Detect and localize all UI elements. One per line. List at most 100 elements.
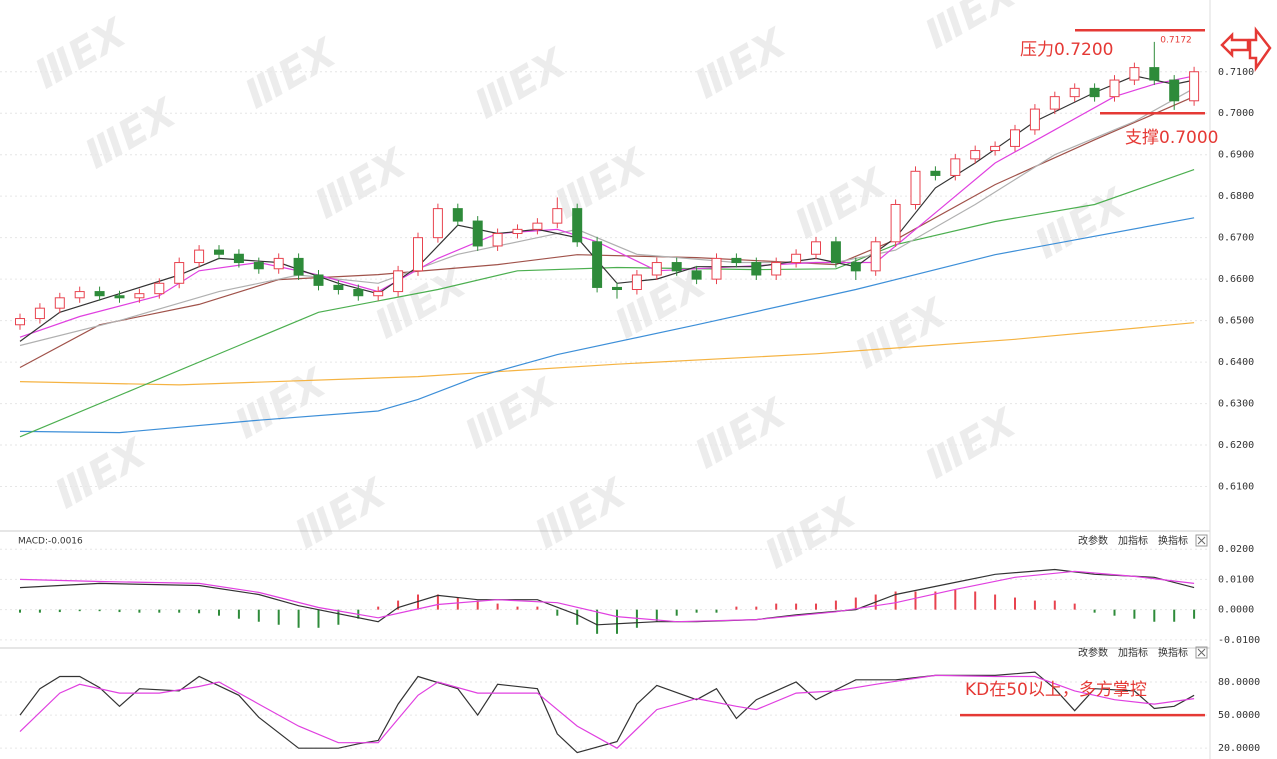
annotation: 压力0.7200 <box>1020 40 1113 60</box>
macd-bar <box>894 591 897 610</box>
button[interactable]: 改参数 <box>1078 534 1108 547</box>
candle-body <box>592 241 603 288</box>
candle-body <box>15 318 25 326</box>
y-tick-label: 0.7000 <box>1218 108 1254 119</box>
macd-bar <box>257 609 260 622</box>
candle-body <box>731 257 742 264</box>
macd-bar <box>1073 603 1076 610</box>
macd-bar <box>98 609 101 612</box>
ma-line <box>19 87 1195 347</box>
candle-body <box>174 262 185 284</box>
candle-body <box>512 228 523 235</box>
candle-body <box>572 208 583 243</box>
macd-bar <box>1053 600 1056 610</box>
button[interactable]: 加指标 <box>1118 534 1148 547</box>
macd-bar <box>377 606 380 610</box>
macd-bar <box>536 606 539 610</box>
candle-body <box>791 253 802 264</box>
candle-body <box>94 291 105 297</box>
candle-body <box>134 293 145 299</box>
macd-bar <box>735 606 738 610</box>
candle-body <box>870 241 881 272</box>
macd-bar <box>417 594 419 610</box>
y-tick-label: 20.0000 <box>1218 743 1260 754</box>
macd-bar <box>974 591 977 610</box>
candle-body <box>950 158 961 176</box>
candle-body <box>1169 79 1180 102</box>
y-tick-label: 0.0000 <box>1218 605 1254 616</box>
macd-line <box>19 568 1195 626</box>
button[interactable]: 加指标 <box>1118 646 1148 659</box>
close-button[interactable] <box>1195 534 1208 547</box>
y-tick-label: 0.6600 <box>1218 274 1254 285</box>
candle-body <box>432 208 443 239</box>
macd-bar <box>218 609 220 616</box>
macd-bar <box>58 609 61 613</box>
candle-body <box>651 262 662 276</box>
y-tick-label: 0.6100 <box>1218 482 1254 493</box>
kd-line <box>19 671 1195 754</box>
ma-line <box>19 217 1195 434</box>
candle-body <box>373 291 384 297</box>
button[interactable]: 改参数 <box>1078 646 1108 659</box>
macd-bar <box>1093 609 1096 613</box>
candle-body <box>811 241 821 255</box>
button[interactable]: 换指标 <box>1158 646 1188 659</box>
y-tick-label: 0.6500 <box>1218 316 1254 327</box>
candle-body <box>353 289 364 297</box>
y-tick-label: 0.6900 <box>1218 150 1254 161</box>
macd-bar <box>397 600 400 610</box>
ma-line <box>19 96 1195 369</box>
macd-bar <box>1113 609 1116 616</box>
macd-bar <box>317 609 320 628</box>
toolbar: 改参数 加指标 换指标 改参数 加指标 换指标 <box>1078 534 1208 659</box>
macd-bar <box>516 606 519 610</box>
macd-bar <box>576 609 579 625</box>
macd-bar <box>994 594 997 610</box>
candle-body <box>34 307 45 320</box>
candle-body <box>1089 87 1100 98</box>
macd-bar <box>616 609 618 634</box>
candle-body <box>532 222 543 230</box>
macd-bar <box>834 600 837 610</box>
macd-bar <box>795 603 798 610</box>
macd-bar <box>556 609 559 616</box>
candle-body <box>751 262 762 276</box>
candle-body <box>910 170 921 205</box>
candle-body <box>233 253 244 264</box>
macd-bar <box>337 609 340 625</box>
macd-bar <box>675 609 678 616</box>
macd-bar <box>277 609 280 625</box>
macd-bar <box>178 609 181 613</box>
indicator-label: MACD:-0.0016 <box>18 537 83 547</box>
macd-bar <box>476 600 479 610</box>
candle-body <box>771 262 782 276</box>
y-tick-label: 0.0200 <box>1218 544 1254 555</box>
candle-body <box>333 284 344 291</box>
candle-body <box>830 241 841 264</box>
y-tick-label: 0.6200 <box>1218 440 1254 451</box>
macd-bar <box>815 603 817 610</box>
candle-body <box>1129 67 1140 81</box>
candle-body <box>691 270 702 280</box>
annotation: 支撑0.7000 <box>1125 128 1218 148</box>
y-tick-label: 0.0100 <box>1218 574 1254 585</box>
macd-bar <box>775 603 778 610</box>
macd-bar <box>158 609 161 613</box>
macd-bar <box>655 609 658 622</box>
button[interactable]: 换指标 <box>1158 534 1188 547</box>
y-tick-label: -0.0100 <box>1218 635 1260 646</box>
macd-bar <box>1014 597 1016 610</box>
y-tick-label: 80.0000 <box>1218 677 1260 688</box>
macd-bar <box>755 606 758 610</box>
close-button[interactable] <box>1195 646 1208 659</box>
macd-bar <box>1193 609 1196 619</box>
candle-body <box>214 249 224 255</box>
candle-body <box>1149 67 1160 81</box>
candle-body <box>293 257 304 276</box>
candle-body <box>313 274 324 286</box>
macd-bar <box>198 609 201 614</box>
macd-bar <box>1033 600 1036 610</box>
candle-body <box>990 145 1001 152</box>
